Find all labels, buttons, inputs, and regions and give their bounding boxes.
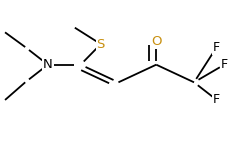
Text: F: F — [213, 93, 220, 106]
Text: F: F — [213, 41, 220, 54]
Text: F: F — [221, 58, 228, 71]
Text: N: N — [43, 58, 53, 71]
Text: O: O — [151, 35, 162, 48]
Text: S: S — [97, 38, 105, 51]
